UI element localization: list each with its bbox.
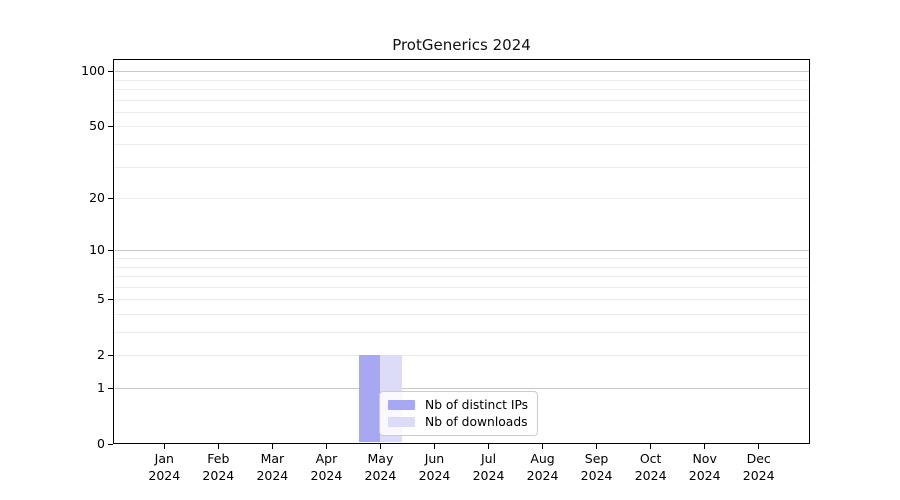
x-tick-year: 2024 <box>148 468 181 483</box>
x-tick-year: 2024 <box>310 468 343 483</box>
y-gridline-minor-9 <box>114 258 809 259</box>
y-tick-label-0: 0 <box>97 436 105 451</box>
y-gridline-major-100 <box>114 71 809 73</box>
x-tick-label-feb: Feb 2024 <box>187 450 249 484</box>
x-tick-month: Feb <box>207 451 230 466</box>
x-tick-label-jan: Jan 2024 <box>133 450 195 484</box>
legend-item-nb-of-downloads: Nb of downloads <box>388 415 528 429</box>
y-gridline-minor-2 <box>114 355 809 357</box>
plot-area <box>113 59 810 444</box>
y-tick-1 <box>108 387 113 389</box>
legend-swatch-nb-of-downloads <box>388 417 415 427</box>
x-tick-year: 2024 <box>418 468 451 483</box>
y-gridline-minor-60 <box>114 111 809 113</box>
y-tick-50 <box>108 125 113 128</box>
x-tick-nov <box>703 444 706 449</box>
y-gridline-minor-70 <box>114 99 809 101</box>
x-tick-month: Sep <box>584 451 609 466</box>
x-tick-apr <box>325 444 328 449</box>
x-tick-year: 2024 <box>688 468 721 483</box>
x-tick-month: Apr <box>315 451 338 466</box>
x-tick-jun <box>433 444 436 449</box>
y-gridline-minor-30 <box>114 166 809 168</box>
x-tick-jan <box>163 444 165 449</box>
x-tick-label-dec: Dec 2024 <box>728 450 790 484</box>
x-tick-year: 2024 <box>742 468 775 483</box>
x-tick-year: 2024 <box>364 468 397 483</box>
x-tick-label-oct: Oct 2024 <box>620 450 682 484</box>
x-tick-label-jun: Jun 2024 <box>403 450 465 484</box>
y-gridline-minor-20 <box>114 198 809 200</box>
legend-swatch-nb-of-distinct-ips <box>388 400 415 410</box>
bar-nb-of-distinct-ips-may <box>359 355 381 443</box>
x-tick-label-nov: Nov 2024 <box>674 450 736 484</box>
y-tick-label-1: 1 <box>97 380 105 395</box>
y-gridline-major-1 <box>114 388 809 389</box>
y-gridline-minor-40 <box>114 144 809 146</box>
x-tick-month: Oct <box>639 451 662 466</box>
x-tick-label-jul: Jul 2024 <box>458 450 520 484</box>
x-tick-may <box>379 444 382 449</box>
x-tick-month: Jan <box>154 451 174 466</box>
y-tick-2 <box>108 354 113 357</box>
x-tick-month: Mar <box>260 451 285 466</box>
y-tick-100 <box>108 70 113 73</box>
x-tick-month: Aug <box>530 451 555 466</box>
y-gridline-minor-90 <box>114 79 809 81</box>
y-tick-label-50: 50 <box>89 118 105 134</box>
x-tick-feb <box>217 444 220 449</box>
y-tick-20 <box>108 197 113 199</box>
x-tick-month: Dec <box>746 451 771 466</box>
x-tick-year: 2024 <box>256 468 289 483</box>
x-tick-label-may: May 2024 <box>349 450 411 484</box>
x-tick-month: Nov <box>692 451 717 466</box>
y-tick-label-100: 100 <box>81 63 105 79</box>
legend-label-nb-of-downloads: Nb of downloads <box>425 415 528 429</box>
x-tick-jul <box>487 444 490 449</box>
x-tick-mar <box>271 444 274 449</box>
x-tick-sep <box>595 444 598 449</box>
y-gridline-minor-4 <box>114 313 809 315</box>
x-tick-label-aug: Aug 2024 <box>512 450 574 484</box>
y-tick-10 <box>108 249 113 252</box>
y-gridline-minor-6 <box>114 286 809 288</box>
y-gridline-minor-8 <box>114 266 809 268</box>
x-tick-year: 2024 <box>472 468 505 483</box>
x-tick-month: May <box>367 451 394 466</box>
y-gridline-minor-7 <box>114 276 809 278</box>
x-tick-label-mar: Mar 2024 <box>241 450 303 484</box>
y-tick-label-5: 5 <box>97 291 105 307</box>
x-tick-year: 2024 <box>634 468 667 483</box>
y-tick-label-2: 2 <box>97 347 105 363</box>
x-tick-year: 2024 <box>580 468 613 483</box>
y-tick-0 <box>108 443 113 445</box>
x-tick-aug <box>541 444 544 449</box>
legend: Nb of distinct IPs Nb of downloads <box>379 391 539 436</box>
x-tick-year: 2024 <box>202 468 235 483</box>
x-tick-month: Jul <box>480 451 497 466</box>
y-gridline-minor-50 <box>114 126 809 128</box>
x-tick-oct <box>649 444 652 449</box>
x-tick-dec <box>758 444 760 449</box>
x-tick-year: 2024 <box>526 468 559 483</box>
y-gridline-minor-80 <box>114 89 809 91</box>
y-gridline-minor-3 <box>114 332 809 334</box>
y-tick-5 <box>108 298 113 301</box>
x-tick-label-apr: Apr 2024 <box>295 450 357 484</box>
y-tick-label-20: 20 <box>89 190 105 206</box>
x-tick-label-sep: Sep 2024 <box>566 450 628 484</box>
legend-label-nb-of-distinct-ips: Nb of distinct IPs <box>425 398 529 412</box>
y-gridline-major-10 <box>114 250 809 252</box>
y-tick-label-10: 10 <box>89 242 105 258</box>
chart-title: ProtGenerics 2024 <box>392 36 531 54</box>
legend-item-nb-of-distinct-ips: Nb of distinct IPs <box>388 398 528 412</box>
y-gridline-minor-5 <box>114 299 809 301</box>
x-tick-month: Jun <box>424 451 445 466</box>
